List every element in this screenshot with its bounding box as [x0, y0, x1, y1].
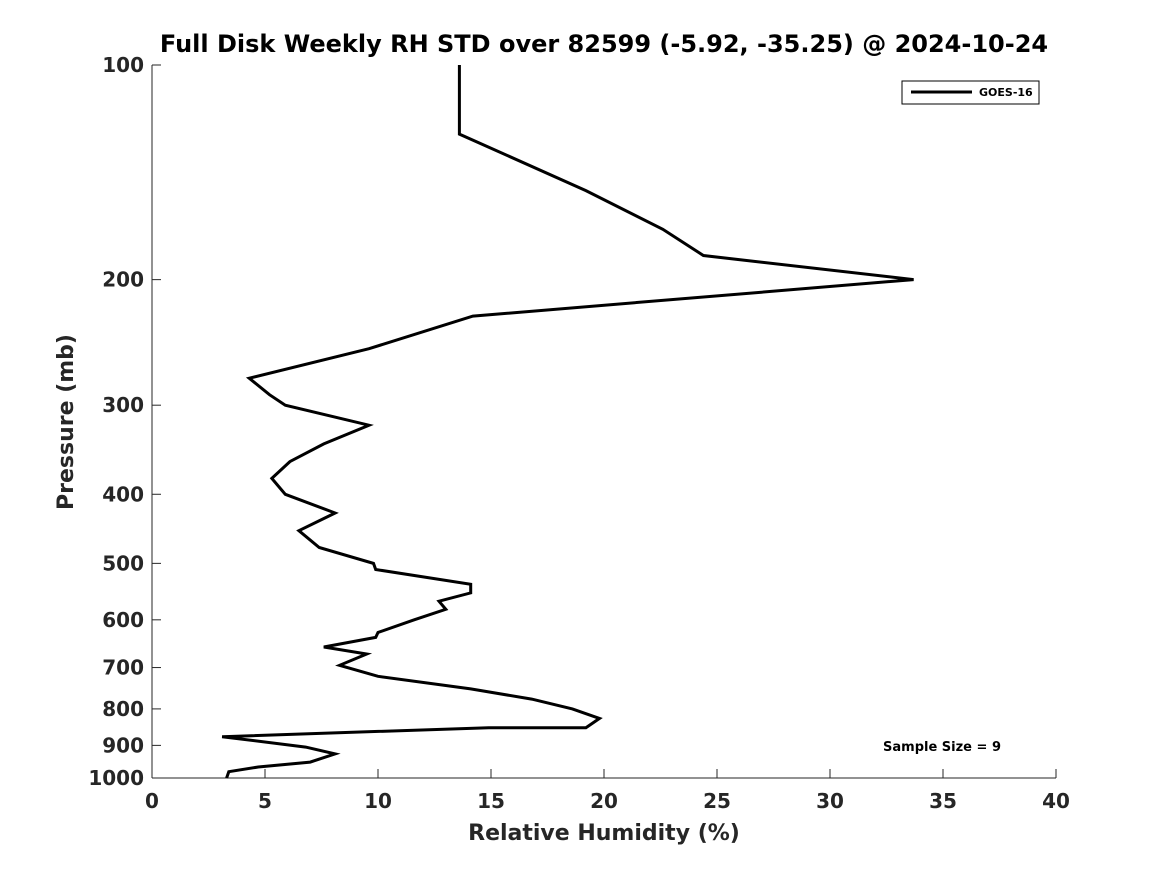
- plot-area: [152, 65, 1056, 778]
- x-tick-label: 30: [816, 789, 844, 813]
- y-tick-label: 1000: [88, 766, 144, 790]
- x-tick-label: 15: [477, 789, 505, 813]
- x-tick-label: 5: [258, 789, 272, 813]
- legend: GOES-16: [901, 80, 1040, 105]
- x-tick-label: 35: [929, 789, 957, 813]
- y-tick-label: 300: [102, 393, 144, 417]
- x-tick-label: 10: [364, 789, 392, 813]
- y-axis-ticks: 100 200 300 400 500 600 700 800 900 1000: [88, 53, 161, 790]
- legend-entry-goes-16: GOES-16: [979, 86, 1033, 99]
- sample-size-annotation: Sample Size = 9: [883, 740, 1001, 755]
- x-tick-label: 20: [590, 789, 618, 813]
- x-tick-label: 40: [1042, 789, 1070, 813]
- y-tick-label: 200: [102, 268, 144, 292]
- y-tick-label: 600: [102, 608, 144, 632]
- y-tick-label: 100: [102, 53, 144, 77]
- chart-title: Full Disk Weekly RH STD over 82599 (-5.9…: [160, 30, 1048, 58]
- y-tick-label: 900: [102, 733, 144, 757]
- x-tick-label: 0: [145, 789, 159, 813]
- x-axis-ticks: 0 5 10 15 20 25 30 35 40: [145, 769, 1070, 813]
- y-tick-label: 500: [102, 551, 144, 575]
- y-tick-label: 400: [102, 482, 144, 506]
- y-tick-label: 800: [102, 697, 144, 721]
- x-axis-label: Relative Humidity (%): [468, 821, 740, 846]
- y-tick-label: 700: [102, 656, 144, 680]
- y-axis-label: Pressure (mb): [54, 334, 79, 510]
- x-tick-label: 25: [703, 789, 731, 813]
- series-line-goes-16: [221, 65, 914, 779]
